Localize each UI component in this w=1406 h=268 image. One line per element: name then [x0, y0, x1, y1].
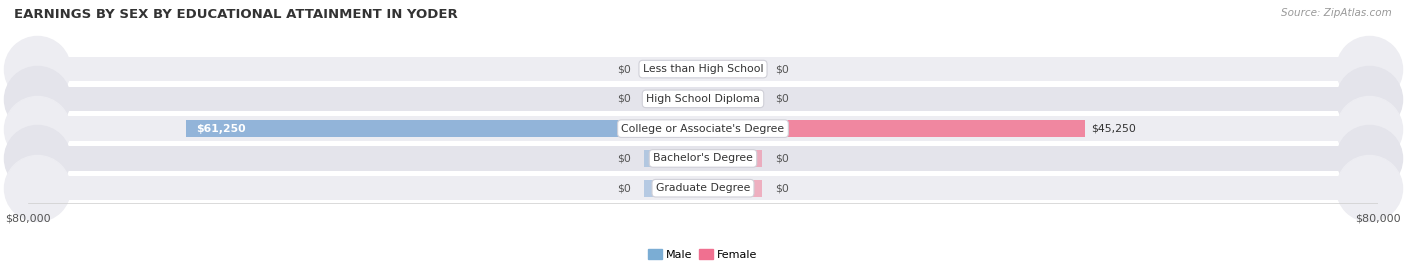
- Bar: [644, 90, 703, 107]
- Text: $0: $0: [617, 153, 631, 163]
- Bar: [186, 120, 703, 137]
- Text: Source: ZipAtlas.com: Source: ZipAtlas.com: [1281, 8, 1392, 18]
- Text: Graduate Degree: Graduate Degree: [655, 183, 751, 193]
- Text: Bachelor's Degree: Bachelor's Degree: [652, 153, 754, 163]
- Bar: [37, 116, 1369, 141]
- Bar: [703, 150, 762, 167]
- Text: $0: $0: [617, 64, 631, 74]
- Text: $61,250: $61,250: [197, 124, 246, 134]
- Bar: [37, 146, 1369, 171]
- Bar: [644, 150, 703, 167]
- Text: $45,250: $45,250: [1091, 124, 1136, 134]
- Text: High School Diploma: High School Diploma: [647, 94, 759, 104]
- Bar: [703, 180, 762, 197]
- Text: EARNINGS BY SEX BY EDUCATIONAL ATTAINMENT IN YODER: EARNINGS BY SEX BY EDUCATIONAL ATTAINMEN…: [14, 8, 458, 21]
- Text: $0: $0: [775, 153, 789, 163]
- Legend: Male, Female: Male, Female: [644, 245, 762, 265]
- Bar: [37, 176, 1369, 200]
- Bar: [37, 57, 1369, 81]
- Text: $0: $0: [617, 183, 631, 193]
- Text: College or Associate's Degree: College or Associate's Degree: [621, 124, 785, 134]
- Bar: [644, 61, 703, 78]
- Text: Less than High School: Less than High School: [643, 64, 763, 74]
- Text: $0: $0: [775, 64, 789, 74]
- Text: $0: $0: [775, 94, 789, 104]
- Bar: [703, 120, 1085, 137]
- Bar: [644, 180, 703, 197]
- Bar: [703, 90, 762, 107]
- Bar: [37, 87, 1369, 111]
- Bar: [703, 61, 762, 78]
- Text: $0: $0: [617, 94, 631, 104]
- Text: $0: $0: [775, 183, 789, 193]
